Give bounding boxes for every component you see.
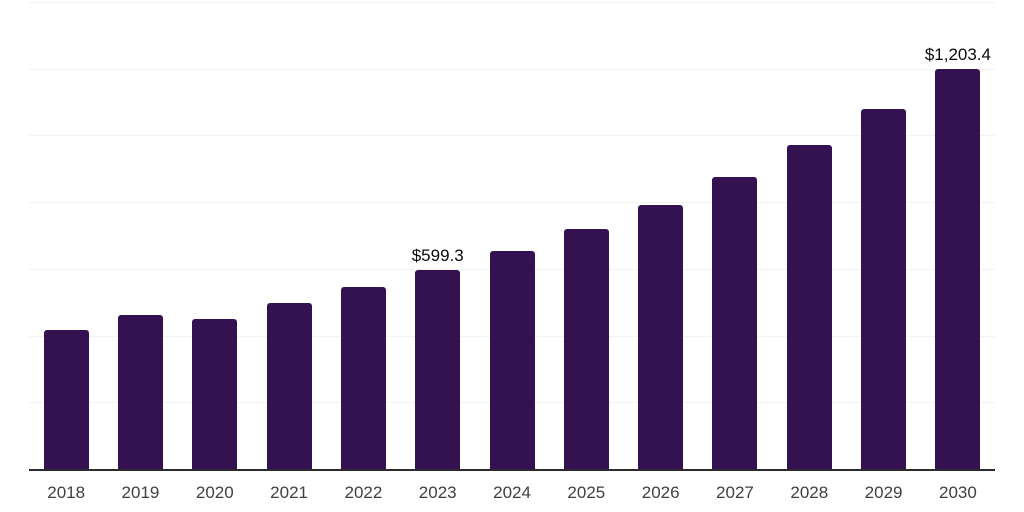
bar-2024 xyxy=(489,250,535,470)
x-axis-line xyxy=(29,469,995,471)
x-tick-label-2025: 2025 xyxy=(567,483,606,502)
bar-2029 xyxy=(861,109,907,470)
bar-slot-2022 xyxy=(326,3,400,470)
bar-2026 xyxy=(638,205,684,470)
x-tick-label-2024: 2024 xyxy=(493,483,531,502)
bar-slot-2018 xyxy=(29,3,103,470)
bar-2020 xyxy=(192,319,238,470)
x-tick-label-2030: 2030 xyxy=(938,483,977,502)
bar-slot-2028 xyxy=(772,3,846,470)
x-tick-label-2029: 2029 xyxy=(864,483,903,502)
bar-slot-2021 xyxy=(252,3,326,470)
gridline-1000 xyxy=(29,135,995,137)
bar-2030 xyxy=(935,68,981,470)
bar-2018 xyxy=(43,329,89,470)
bar-slot-2029 xyxy=(846,3,920,470)
x-tick-label-2018: 2018 xyxy=(47,483,86,502)
bar-slot-2020 xyxy=(178,3,252,470)
bar-slot-2026 xyxy=(624,3,698,470)
bar-2021 xyxy=(266,302,312,470)
plot-area: $599.3 $1,203.4 xyxy=(29,2,995,471)
bar-2027 xyxy=(712,177,758,470)
data-label-2023: $599.3 xyxy=(411,246,464,266)
bar-slot-2019 xyxy=(103,3,177,470)
x-tick-label-2023: 2023 xyxy=(418,483,457,502)
data-label-2030: $1,203.4 xyxy=(924,44,991,64)
bar-slot-2025 xyxy=(549,3,623,470)
x-axis-labels: 2018 2019 2020 2021 2022 2023 2024 2025 2026 2027… xyxy=(29,484,995,501)
gridline-1200 xyxy=(29,68,995,70)
bar-2025 xyxy=(563,229,609,470)
gridline-1400 xyxy=(29,2,995,3)
x-tick-label-2019: 2019 xyxy=(121,483,160,502)
x-tick-label-2020: 2020 xyxy=(195,483,234,502)
x-tick-label-2027: 2027 xyxy=(716,483,754,502)
bar-2023 xyxy=(415,270,461,470)
bar-2022 xyxy=(340,286,386,470)
x-tick-label-2026: 2026 xyxy=(641,483,680,502)
bar-2019 xyxy=(117,314,163,470)
bar-slot-2024 xyxy=(475,3,549,470)
bar-slot-2030: $1,203.4 xyxy=(921,3,995,470)
bars-container: $599.3 $1,203.4 xyxy=(29,3,995,470)
x-tick-label-2021: 2021 xyxy=(270,483,308,502)
bar-2028 xyxy=(786,145,832,470)
gridline-800 xyxy=(29,202,995,204)
bar-slot-2027 xyxy=(698,3,772,470)
bar-slot-2023: $599.3 xyxy=(401,3,475,470)
x-tick-label-2022: 2022 xyxy=(344,483,383,502)
x-tick-label-2028: 2028 xyxy=(790,483,829,502)
